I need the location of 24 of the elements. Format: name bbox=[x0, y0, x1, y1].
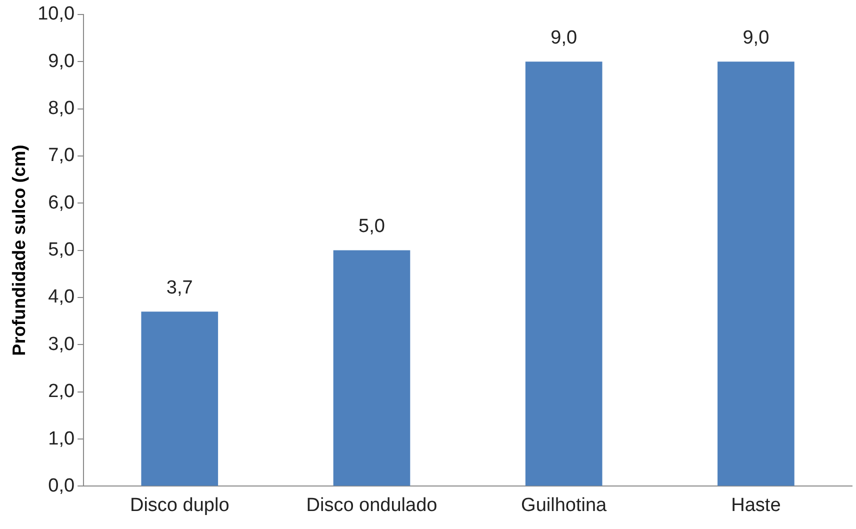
y-tick-label: 1,0 bbox=[48, 428, 75, 450]
y-tick-label: 9,0 bbox=[48, 50, 75, 72]
y-axis-title: Profundidade sulco (cm) bbox=[8, 144, 29, 356]
x-tick-label: Disco duplo bbox=[130, 494, 230, 516]
x-tick-label: Disco ondulado bbox=[306, 494, 438, 516]
x-tick-label: Haste bbox=[731, 494, 781, 516]
y-tick-label: 10,0 bbox=[38, 4, 75, 25]
data-label: 9,0 bbox=[550, 27, 578, 48]
y-tick-label: 6,0 bbox=[48, 192, 75, 214]
data-label: 5,0 bbox=[358, 216, 385, 238]
y-tick-label: 0,0 bbox=[48, 475, 75, 496]
bar bbox=[141, 312, 218, 486]
bar bbox=[525, 62, 602, 486]
y-tick-label: 7,0 bbox=[48, 145, 75, 166]
y-tick-label: 3,0 bbox=[48, 334, 75, 355]
data-label: 9,0 bbox=[742, 27, 770, 48]
y-tick-label: 2,0 bbox=[48, 381, 75, 402]
y-tick-label: 4,0 bbox=[48, 286, 75, 308]
data-label: 3,7 bbox=[166, 277, 193, 298]
x-tick-label: Guilhotina bbox=[521, 494, 608, 516]
y-tick-label: 8,0 bbox=[48, 98, 75, 119]
bar bbox=[718, 62, 794, 486]
y-tick-label: 5,0 bbox=[48, 240, 75, 261]
bar bbox=[333, 250, 410, 486]
